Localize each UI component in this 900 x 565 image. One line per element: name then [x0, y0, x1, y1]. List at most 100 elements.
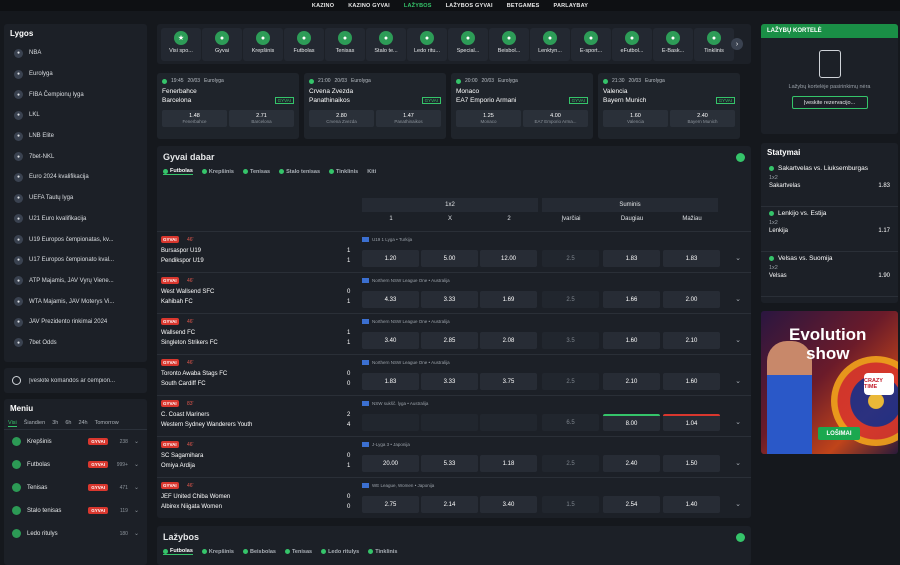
odd-button-g[interactable]: 2.5 [542, 373, 599, 390]
tab-6h[interactable]: 6h [65, 420, 72, 426]
menu-item-ledo-ritulys[interactable]: Ledo ritulys 180 ⌄ [4, 522, 147, 545]
odd-button-ox[interactable]: 3.33 [421, 291, 478, 308]
odd-button-o1[interactable]: 2.75 [362, 496, 419, 513]
sport-all[interactable]: ★ Visi spo... [161, 28, 201, 61]
chevron-down-icon[interactable]: ⌄ [735, 501, 741, 508]
match-row[interactable]: GYVAI 46' Northern NSW League One • Austra… [157, 272, 751, 312]
odd-button-o1[interactable]: 4.33 [362, 291, 419, 308]
featured-card[interactable]: 21:00 20/03 Eurolyga Crvena Zvezda Panathin… [304, 73, 446, 139]
odd-button-o2[interactable]: 1.69 [480, 291, 537, 308]
nav-kazino[interactable]: KAZINO [311, 2, 335, 9]
league-item[interactable]: ● JAV Prezidento rinkimai 2024 [4, 312, 147, 333]
popular-bet-item[interactable]: Lenkijo vs. Estija 1x2 Lenkija 1.17 [761, 207, 898, 252]
sport-basketball[interactable]: ● Krepšinis [243, 28, 283, 61]
odd-button-ox[interactable] [421, 414, 478, 431]
odd-button[interactable]: 2.40 Bayern Munich [670, 110, 735, 127]
odd-button-o2[interactable]: 3.40 [480, 496, 537, 513]
tab-24h[interactable]: 24h [78, 420, 88, 426]
odd-button-un[interactable]: 1.40 [663, 496, 720, 513]
filter-kiti[interactable]: Kiti [367, 168, 376, 175]
featured-card[interactable]: 21:30 20/03 Eurolyga Valencia Bayern Munich… [598, 73, 740, 139]
sport-ebasketball[interactable]: ● E-Bask... [653, 28, 693, 61]
league-item[interactable]: ● NBA [4, 43, 147, 64]
featured-card[interactable]: 19:45 20/03 Eurolyga Fenerbahce Barcelona G… [157, 73, 299, 139]
odd-button-ov[interactable]: 8.00 [603, 414, 660, 431]
league-item[interactable]: ● U19 Europos čempionatas, kv... [4, 229, 147, 250]
sport-esports[interactable]: ● E-sport... [571, 28, 611, 61]
tab-siandien[interactable]: Šiandien [23, 420, 46, 426]
odd-button-ox[interactable]: 5.33 [421, 455, 478, 472]
popular-bet-item[interactable]: Velsas vs. Suomija 1x2 Velsas 1.90 [761, 252, 898, 297]
market-total[interactable]: Suminis [542, 198, 718, 212]
tab-tomorrow[interactable]: Tomorrow [94, 420, 119, 426]
odd-button-un[interactable]: 2.10 [663, 332, 720, 349]
sport-live[interactable]: ● Gyvai [202, 28, 242, 61]
odd-button[interactable]: 1.60 Valencia [603, 110, 668, 127]
football-icon[interactable] [736, 532, 745, 542]
league-item[interactable]: ● ATP Majamis, JAV Vyrų Viene... [4, 271, 147, 292]
filter-tenisas[interactable]: Tenisas [243, 168, 270, 175]
filter-krepsinis[interactable]: Krepšinis [201, 548, 234, 555]
odd-button-ox[interactable]: 2.14 [421, 496, 478, 513]
odd-button-un[interactable]: 1.83 [663, 250, 720, 267]
odd-button-g[interactable]: 3.5 [542, 332, 599, 349]
sport-table-tennis[interactable]: ● Stalo te... [366, 28, 406, 61]
match-row[interactable]: GYVAI 46' J-Lyga 3 • Japonija SC Sagamihara… [157, 436, 751, 476]
menu-item-futbolas[interactable]: Futbolas GYVAI 999+ ⌄ [4, 453, 147, 476]
odd-button-un[interactable]: 1.50 [663, 455, 720, 472]
odd-button[interactable]: 1.25 Monaco [456, 110, 521, 127]
filter-futbolas[interactable]: Futbolas [163, 168, 193, 175]
filter-tenisas[interactable]: Tenisas [284, 548, 312, 555]
odd-button-g[interactable]: 2.5 [542, 291, 599, 308]
chevron-down-icon[interactable]: ⌄ [133, 531, 139, 537]
league-item[interactable]: ● U21 Euro kvalifikacija [4, 209, 147, 230]
odd-button[interactable]: 2.71 Barcelona [229, 110, 294, 127]
nav-betgames[interactable]: BETGAMES [506, 2, 540, 9]
league-item[interactable]: ● LKL [4, 105, 147, 126]
sport-baseball[interactable]: ● Beisbol... [489, 28, 529, 61]
sport-tennis[interactable]: ● Tenisas [325, 28, 365, 61]
sport-football[interactable]: ● Futbolas [284, 28, 324, 61]
odd-button-g[interactable]: 2.5 [542, 455, 599, 472]
chevron-down-icon[interactable]: ⌄ [735, 255, 741, 262]
nav-lazybos-gyvai[interactable]: LAŽYBOS GYVAI [445, 2, 493, 9]
odd-button-ov[interactable]: 2.10 [603, 373, 660, 390]
odd-button-o1[interactable] [362, 414, 419, 431]
menu-item-krepsinis[interactable]: Krepšinis GYVAI 238 ⌄ [4, 430, 147, 453]
filter-futbolas[interactable]: Futbolas [163, 548, 193, 555]
chevron-down-icon[interactable]: ⌄ [735, 460, 741, 467]
sport-efootball[interactable]: ● eFutbol... [612, 28, 652, 61]
chevron-down-icon[interactable]: ⌄ [133, 508, 139, 514]
odd-button-o1[interactable]: 1.20 [362, 250, 419, 267]
odd-button-o2[interactable]: 2.08 [480, 332, 537, 349]
nav-parlaybay[interactable]: PARLAYBAY [553, 2, 589, 9]
chevron-down-icon[interactable]: ⌄ [133, 439, 139, 445]
chevron-down-icon[interactable]: ⌄ [735, 337, 741, 344]
chevron-down-icon[interactable]: ⌄ [735, 296, 741, 303]
odd-button-g[interactable]: 1.5 [542, 496, 599, 513]
chevron-down-icon[interactable]: ⌄ [133, 485, 139, 491]
col-goals[interactable]: Įvarčiai [561, 216, 581, 222]
search-input[interactable]: Įveskite komandos ar čempion... [29, 377, 116, 384]
chevron-down-icon[interactable]: ⌄ [133, 462, 139, 468]
featured-card[interactable]: 20:00 20/03 Eurolyga Monaco EA7 Emporio Arm… [451, 73, 593, 139]
odd-button-o1[interactable]: 3.40 [362, 332, 419, 349]
odd-button[interactable]: 1.47 Panathinaikos [376, 110, 441, 127]
match-row[interactable]: GYVAI 46' U19 1 Lyga • Turkija Bursaspor U1… [157, 231, 751, 271]
team-search[interactable]: Įveskite komandos ar čempion... [4, 368, 147, 393]
league-item[interactable]: ● U17 Europos čempionato kval... [4, 250, 147, 271]
league-item[interactable]: ● 7bet Odds [4, 333, 147, 354]
tab-3h[interactable]: 3h [52, 420, 59, 426]
odd-button-ov[interactable]: 1.83 [603, 250, 660, 267]
odd-button-ox[interactable]: 5.00 [421, 250, 478, 267]
league-item[interactable]: ● UEFA Tautų lyga [4, 188, 147, 209]
chevron-down-icon[interactable]: ⌄ [735, 419, 741, 426]
match-row[interactable]: GYVAI 83' NSW sukšč. lyga • Australija C. C… [157, 395, 751, 435]
league-item[interactable]: ● Euro 2024 kvalifikacija [4, 167, 147, 188]
odd-button-ox[interactable]: 2.85 [421, 332, 478, 349]
market-1x2[interactable]: 1x2 [362, 198, 538, 212]
sport-hockey[interactable]: ● Ledo ritu... [407, 28, 447, 61]
filter-tinklinis[interactable]: Tinklinis [329, 168, 358, 175]
nav-lazybos[interactable]: LAŽYBOS [403, 2, 432, 9]
odd-button-o2[interactable]: 12.00 [480, 250, 537, 267]
